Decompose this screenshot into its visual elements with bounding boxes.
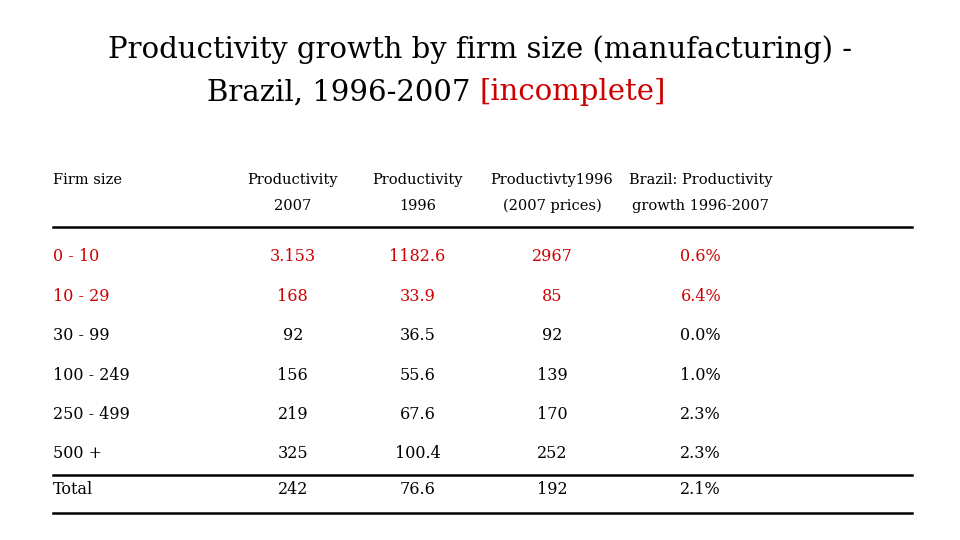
Text: Productivity growth by firm size (manufacturing) -: Productivity growth by firm size (manufa… [108, 35, 852, 64]
Text: 252: 252 [537, 446, 567, 462]
Text: 100 - 249: 100 - 249 [53, 367, 130, 383]
Text: 168: 168 [277, 288, 308, 305]
Text: 1.0%: 1.0% [681, 367, 721, 383]
Text: Total: Total [53, 481, 93, 497]
Text: 156: 156 [277, 367, 308, 383]
Text: Brazil, 1996-2007: Brazil, 1996-2007 [207, 78, 480, 106]
Text: 2.1%: 2.1% [681, 481, 721, 497]
Text: 33.9: 33.9 [399, 288, 436, 305]
Text: 2967: 2967 [532, 248, 572, 265]
Text: 6.4%: 6.4% [681, 288, 721, 305]
Text: [incomplete]: [incomplete] [480, 78, 666, 106]
Text: 92: 92 [282, 327, 303, 344]
Text: Firm size: Firm size [53, 173, 122, 187]
Text: 30 - 99: 30 - 99 [53, 327, 109, 344]
Text: 0.6%: 0.6% [681, 248, 721, 265]
Text: 500 +: 500 + [53, 446, 102, 462]
Text: 2.3%: 2.3% [681, 406, 721, 423]
Text: 92: 92 [541, 327, 563, 344]
Text: 36.5: 36.5 [399, 327, 436, 344]
Text: 1182.6: 1182.6 [390, 248, 445, 265]
Text: 2007: 2007 [275, 199, 311, 213]
Text: 3.153: 3.153 [270, 248, 316, 265]
Text: 1996: 1996 [399, 199, 436, 213]
Text: 139: 139 [537, 367, 567, 383]
Text: 55.6: 55.6 [399, 367, 436, 383]
Text: 0 - 10: 0 - 10 [53, 248, 99, 265]
Text: Brazil: Productivity: Brazil: Productivity [629, 173, 773, 187]
Text: 325: 325 [277, 446, 308, 462]
Text: Productivty1996: Productivty1996 [491, 173, 613, 187]
Text: 67.6: 67.6 [399, 406, 436, 423]
Text: 170: 170 [537, 406, 567, 423]
Text: 76.6: 76.6 [399, 481, 436, 497]
Text: 0.0%: 0.0% [681, 327, 721, 344]
Text: 10 - 29: 10 - 29 [53, 288, 109, 305]
Text: 192: 192 [537, 481, 567, 497]
Text: growth 1996-2007: growth 1996-2007 [633, 199, 769, 213]
Text: 85: 85 [541, 288, 563, 305]
Text: 2.3%: 2.3% [681, 446, 721, 462]
Text: Productivity: Productivity [372, 173, 463, 187]
Text: 250 - 499: 250 - 499 [53, 406, 130, 423]
Text: 242: 242 [277, 481, 308, 497]
Text: 100.4: 100.4 [395, 446, 441, 462]
Text: 219: 219 [277, 406, 308, 423]
Text: (2007 prices): (2007 prices) [503, 199, 601, 213]
Text: Productivity: Productivity [248, 173, 338, 187]
